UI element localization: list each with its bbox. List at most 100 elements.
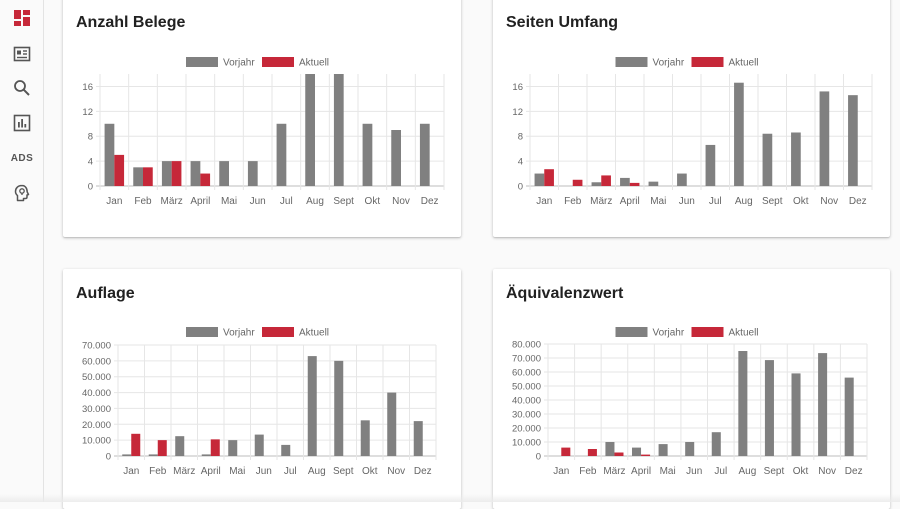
bar-current [601,175,611,186]
legend-label-previous: Vorjahr [653,58,685,69]
bar-previous [307,356,317,456]
x-tick-label: Aug [738,466,756,477]
x-tick-label: Okt [793,196,809,207]
chart-card: Seiten Umfang 0 4 8 12 16 Jan Feb März April Mai J… [493,0,890,237]
bar-previous [605,442,615,456]
nav-insights[interactable] [8,179,36,207]
x-tick-label: Okt [365,196,381,207]
bar-current [587,449,597,456]
x-tick-label: März [173,466,195,477]
chart-card: Äquivalenzwert 0 10.000 20.000 30.000 40.000… [493,269,890,509]
legend-swatch-previous [615,57,648,67]
y-tick-label: 12 [82,107,93,118]
y-tick-label: 10.000 [82,436,111,447]
y-tick-label: 50.000 [82,372,111,383]
bar-current [641,454,651,456]
bar-chart-icon [13,114,31,132]
legend-label-previous: Vorjahr [223,58,255,69]
nav-documents[interactable] [8,40,36,68]
nav-statistics[interactable] [8,109,36,137]
x-tick-label: Feb [564,196,582,207]
bar-current [614,452,624,456]
y-tick-label: 80.000 [512,340,541,351]
bar-previous [175,436,185,456]
card-title: Auflage [76,285,135,302]
bottom-fade [0,494,900,502]
y-tick-label: 16 [82,82,93,93]
bar-previous [228,440,238,456]
nav-dashboard[interactable] [8,4,36,32]
x-tick-label: Jan [123,466,139,477]
bar-previous [254,434,264,456]
y-tick-label: 4 [518,157,523,168]
x-tick-label: Dez [849,196,867,207]
x-tick-label: Mai [660,466,676,477]
legend-swatch-current [262,57,294,67]
x-tick-label: Dez [845,466,863,477]
x-tick-label: März [603,466,625,477]
x-tick-label: Mai [221,196,237,207]
sidebar: ADS [0,0,44,502]
x-tick-label: Sept [333,466,354,477]
x-tick-label: Jan [536,196,552,207]
bar-previous [219,161,229,186]
card-title: Äquivalenzwert [506,285,624,302]
x-tick-label: Mai [229,466,245,477]
x-tick-label: Jul [714,466,727,477]
bar-previous [104,123,115,186]
y-tick-label: 50.000 [512,382,541,393]
x-tick-label: Aug [306,196,324,207]
legend-swatch-current [691,57,724,67]
x-tick-label: April [620,196,640,207]
x-tick-label: Sept [762,196,783,207]
bar-previous [762,133,773,186]
y-tick-label: 70.000 [82,341,111,352]
bar-previous [764,360,774,456]
bar-current [561,447,571,456]
chart-card: Anzahl Belege 0 4 8 12 16 Jan Feb März April Mai J… [63,0,461,237]
y-tick-label: 0 [106,452,111,463]
bar-previous [791,373,801,456]
x-tick-label: Jun [679,196,695,207]
bar-current [200,173,211,186]
bar-previous [632,447,642,456]
x-tick-label: Dez [414,466,432,477]
x-tick-label: Mai [650,196,666,207]
bar-previous [201,454,211,456]
x-tick-label: April [201,466,221,477]
bar-previous [848,95,858,186]
bar-chart: 0 4 8 12 16 Jan Feb März April Mai Jun Jul Aug Sept Ok… [82,57,445,207]
nav-ads[interactable]: ADS [8,144,36,172]
bar-chart: 0 10.000 20.000 30.000 40.000 50.000 60.000 70.… [82,327,437,477]
x-tick-label: April [631,466,651,477]
nav-search[interactable] [8,74,36,102]
bar-previous [133,167,143,186]
y-tick-label: 20.000 [512,424,541,435]
y-tick-label: 60.000 [82,356,111,367]
bar-previous [190,161,201,186]
y-tick-label: 70.000 [512,354,541,365]
bar-previous [648,181,659,186]
y-tick-label: 0 [88,182,93,193]
y-tick-label: 30.000 [512,410,541,421]
bar-current [157,440,167,456]
x-tick-label: Dez [421,196,439,207]
legend-swatch-previous [186,327,218,337]
bar-chart: 0 10.000 20.000 30.000 40.000 50.000 60.000 70.… [512,327,868,477]
bar-previous [677,173,687,186]
bar-current [210,439,220,456]
x-tick-label: Jun [250,196,266,207]
y-tick-label: 16 [512,82,523,93]
legend-swatch-previous [615,327,648,337]
y-tick-label: 40.000 [82,388,111,399]
bar-current [171,161,182,186]
bar-previous [148,454,158,456]
x-tick-label: März [590,196,612,207]
y-tick-label: 0 [536,452,541,463]
bar-previous [620,177,630,186]
document-list-icon [13,46,31,62]
search-icon [14,80,30,96]
bar-previous [391,130,401,186]
x-tick-label: Jan [106,196,122,207]
x-tick-label: Nov [820,196,838,207]
